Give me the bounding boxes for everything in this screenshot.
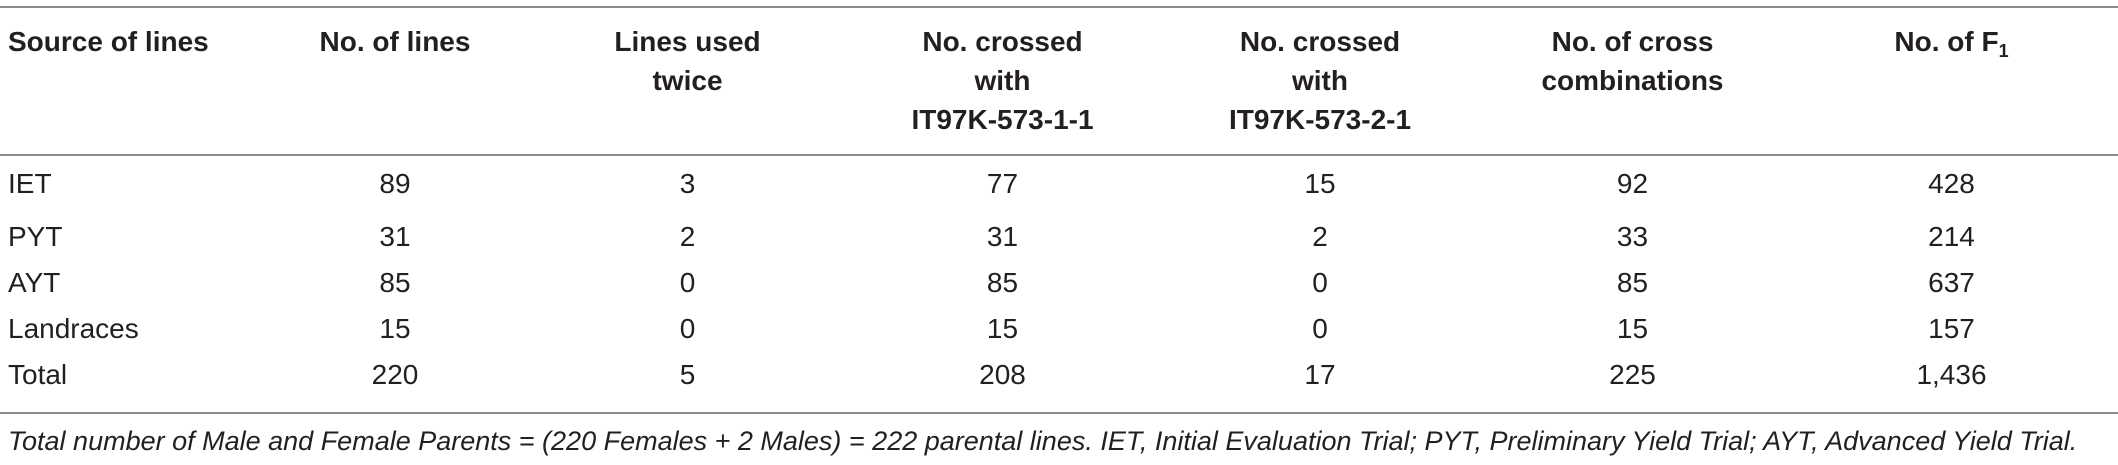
table-cell: 208 — [979, 359, 1026, 390]
table-row: Landraces 15 0 15 0 15 157 — [0, 306, 2118, 352]
header-no-of-lines: No. of lines — [260, 8, 530, 140]
header-no-of-f1: No. of F1 — [1785, 8, 2118, 140]
table-cell: 85 — [986, 267, 1019, 298]
table-row: AYT 85 0 85 0 85 637 — [0, 260, 2118, 306]
table-cell: 428 — [1928, 168, 1975, 199]
header-text: No. crossed — [1239, 26, 1401, 57]
header-crossed-with-573-1-1: No. crossed with IT97K-573-1-1 — [845, 8, 1160, 140]
table-footnote: Total number of Male and Female Parents … — [8, 426, 2078, 456]
header-rule — [0, 154, 2118, 156]
table-cell: 92 — [1616, 168, 1649, 199]
table-cell: 157 — [1928, 313, 1975, 344]
table-row: PYT 31 2 31 2 33 214 — [0, 214, 2118, 260]
table-cell: 15 — [986, 313, 1019, 344]
table-cell: 15 — [1304, 168, 1336, 199]
table-cell: 0 — [1312, 313, 1328, 344]
table-cell: 33 — [1616, 221, 1649, 252]
header-crossed-with-573-2-1: No. crossed with IT97K-573-2-1 — [1160, 8, 1480, 140]
table-cell: 15 — [379, 313, 411, 344]
header-source-of-lines: Source of lines — [0, 8, 260, 140]
table-cell: 85 — [379, 267, 411, 298]
table-row-total: Total 220 5 208 17 225 1,436 — [0, 352, 2118, 398]
table-cell: 0 — [679, 267, 696, 298]
table-cell: 17 — [1304, 359, 1336, 390]
header-text: No. of F1 — [1785, 22, 2118, 61]
data-table: Source of lines No. of lines Lines used … — [0, 8, 2118, 398]
table-cell: 15 — [1616, 313, 1649, 344]
table-cell: 77 — [986, 168, 1019, 199]
table-cell: 31 — [986, 221, 1019, 252]
table-cell: 2 — [679, 221, 696, 252]
table-cell: 31 — [379, 221, 411, 252]
header-text: Source of lines — [8, 26, 209, 57]
header-lines-used-twice: Lines used twice — [530, 8, 845, 140]
header-cross-combinations: No. of cross combinations — [1480, 8, 1785, 140]
table-cell: 214 — [1928, 221, 1975, 252]
header-text: IT97K-573-1-1 — [911, 104, 1094, 135]
row-label: PYT — [8, 221, 63, 252]
header-text: No. of cross — [1551, 26, 1714, 57]
header-subscript: 1 — [1998, 41, 2009, 61]
table-cell: 220 — [371, 359, 419, 390]
header-text: with — [974, 65, 1031, 96]
row-label: IET — [8, 168, 52, 199]
header-row: Source of lines No. of lines Lines used … — [0, 8, 2118, 140]
header-text: with — [1292, 65, 1348, 96]
header-text: No. of lines — [319, 26, 471, 57]
header-text: IT97K-573-2-1 — [1228, 104, 1412, 135]
row-label: Landraces — [8, 313, 139, 344]
table-cell: 225 — [1609, 359, 1656, 390]
header-text: combinations — [1541, 65, 1724, 96]
header-text: twice — [652, 65, 723, 96]
header-text: No. crossed — [922, 26, 1083, 57]
top-rule — [0, 6, 2118, 8]
table-row: IET 89 3 77 15 92 428 — [0, 140, 2118, 214]
row-label: AYT — [8, 267, 61, 298]
table-cell: 5 — [679, 359, 696, 390]
table-cell: 0 — [1312, 267, 1328, 298]
table-cell: 3 — [679, 168, 696, 199]
table-cell: 0 — [679, 313, 696, 344]
table-cell: 637 — [1928, 267, 1975, 298]
bottom-rule — [0, 412, 2118, 414]
table-cell: 85 — [1616, 267, 1649, 298]
header-f-text: No. of F — [1894, 26, 1999, 57]
table-cell: 1,436 — [1916, 359, 1987, 390]
row-label: Total — [8, 359, 68, 390]
header-text: Lines used — [614, 26, 761, 57]
table-cell: 89 — [379, 168, 411, 199]
table-cell: 2 — [1312, 221, 1328, 252]
